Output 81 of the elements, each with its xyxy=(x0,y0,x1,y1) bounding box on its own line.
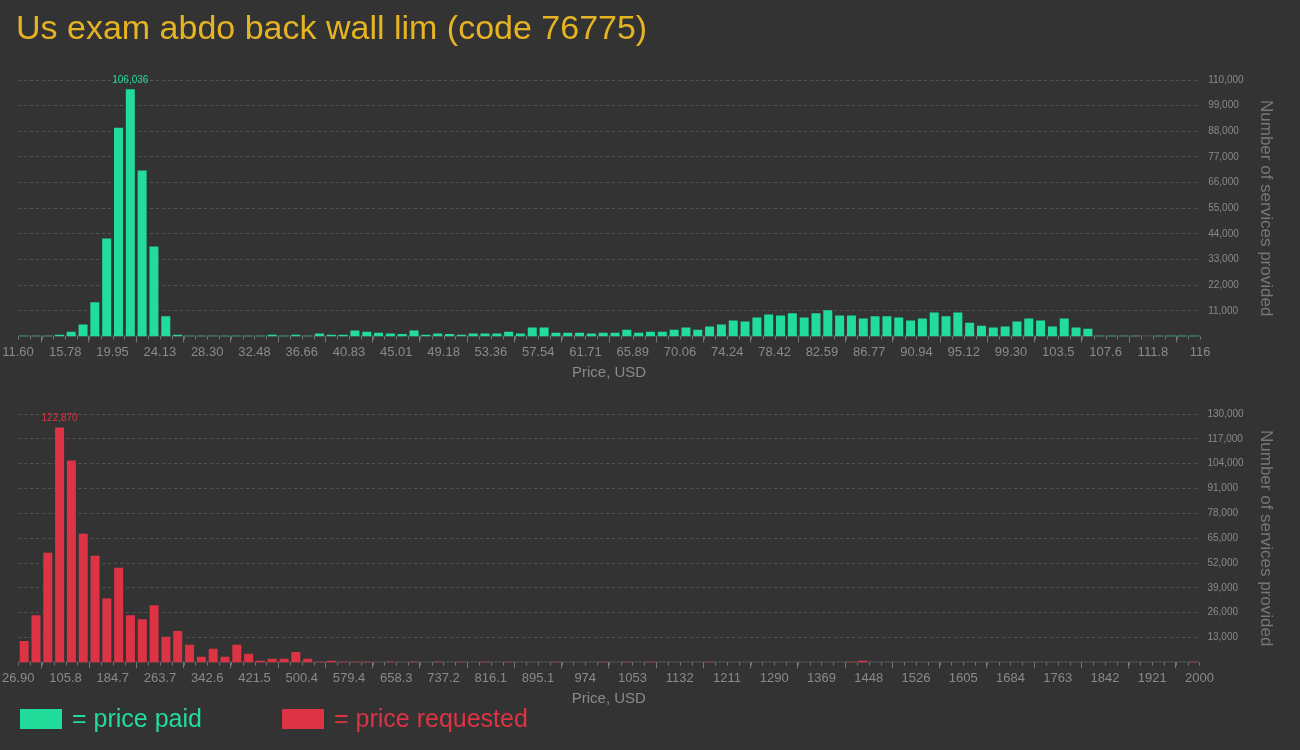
x-tick-label: 421.5 xyxy=(238,669,271,685)
x-tick-label: 895.1 xyxy=(521,669,555,685)
x-tick-label: 1053 xyxy=(618,669,647,685)
x-tick-label: 53.36 xyxy=(474,343,508,359)
x-tick-label: 103.5 xyxy=(1042,343,1075,359)
legend-label: = price paid xyxy=(72,704,202,733)
x-tick-label: 28.30 xyxy=(190,343,224,359)
y-axis-title: Number of services provided xyxy=(1257,100,1277,317)
y-tick-label: 130,000 xyxy=(1207,407,1245,419)
x-tick-label: 1211 xyxy=(712,669,741,685)
y-tick-label: 52,000 xyxy=(1207,556,1239,568)
x-tick-label: 24.13 xyxy=(143,343,177,359)
x-tick-label: 107.6 xyxy=(1089,343,1122,359)
x-tick-label: 32.48 xyxy=(238,343,271,359)
y-tick-label: 13,000 xyxy=(1207,631,1239,643)
y-tick-label: 66,000 xyxy=(1208,176,1240,188)
y-tick-label: 110,000 xyxy=(1208,73,1245,85)
x-tick-label: 1763 xyxy=(1043,669,1073,685)
y-tick-label: 11,000 xyxy=(1208,304,1239,316)
x-tick-label: 26.90 xyxy=(1,669,35,685)
x-tick-label: 1842 xyxy=(1090,669,1120,685)
x-tick-label: 1526 xyxy=(901,669,931,685)
x-tick-label: 1448 xyxy=(854,669,884,685)
x-tick-label: 184.7 xyxy=(96,669,130,685)
data-label: 106,036 xyxy=(112,73,149,85)
x-tick-label: 86.77 xyxy=(852,343,886,359)
x-tick-label: 658.3 xyxy=(379,669,413,685)
chart-title: Us exam abdo back wall lim (code 76775) xyxy=(16,8,648,47)
x-tick-label: 78.42 xyxy=(758,343,791,359)
x-tick-label: 1684 xyxy=(996,669,1025,685)
x-axis-title: Price, USD xyxy=(571,689,647,707)
y-tick-label: 117,000 xyxy=(1207,432,1244,444)
x-tick-label: 579.4 xyxy=(332,669,366,685)
x-tick-label: 82.59 xyxy=(805,343,839,359)
x-tick-label: 2000 xyxy=(1184,669,1214,685)
y-tick-label: 22,000 xyxy=(1208,278,1240,290)
x-tick-label: 36.66 xyxy=(285,343,318,359)
x-tick-label: 342.6 xyxy=(190,669,224,685)
x-axis-title: Price, USD xyxy=(572,363,647,381)
x-tick-label: 65.89 xyxy=(616,343,650,359)
y-tick-label: 26,000 xyxy=(1207,606,1239,618)
x-tick-label: 737.2 xyxy=(427,669,460,685)
x-tick-label: 1132 xyxy=(665,669,694,685)
x-tick-label: 70.06 xyxy=(663,343,697,359)
x-tick-label: 111.8 xyxy=(1137,343,1169,359)
x-tick-label: 1921 xyxy=(1137,669,1167,685)
x-tick-label: 11.60 xyxy=(2,343,34,359)
data-label: 122,870 xyxy=(41,412,79,424)
x-tick-label: 500.4 xyxy=(285,669,319,685)
legend-label: = price requested xyxy=(334,704,528,733)
y-tick-label: 88,000 xyxy=(1208,125,1240,137)
x-tick-label: 1290 xyxy=(759,669,789,685)
y-tick-label: 104,000 xyxy=(1207,457,1245,469)
y-tick-label: 33,000 xyxy=(1208,253,1240,265)
x-tick-label: 99.30 xyxy=(994,343,1028,359)
x-tick-label: 105.8 xyxy=(49,669,82,685)
x-tick-label: 40.83 xyxy=(332,343,366,359)
y-tick-label: 65,000 xyxy=(1207,531,1239,543)
x-tick-label: 90.94 xyxy=(900,343,933,359)
x-tick-label: 19.95 xyxy=(96,343,129,359)
x-tick-label: 116 xyxy=(1189,343,1211,359)
x-tick-label: 45.01 xyxy=(380,343,413,359)
x-tick-label: 95.12 xyxy=(947,343,981,359)
y-tick-label: 77,000 xyxy=(1208,150,1240,162)
y-tick-label: 99,000 xyxy=(1208,99,1240,111)
y-tick-label: 44,000 xyxy=(1208,227,1240,239)
x-tick-label: 57.54 xyxy=(521,343,555,359)
x-tick-label: 1605 xyxy=(948,669,978,685)
y-tick-label: 78,000 xyxy=(1207,507,1239,519)
x-tick-label: 15.78 xyxy=(49,343,82,359)
x-tick-label: 74.24 xyxy=(711,343,744,359)
x-tick-label: 974 xyxy=(574,669,597,685)
y-tick-label: 39,000 xyxy=(1207,581,1239,593)
y-axis-title: Number of services provided xyxy=(1257,430,1277,647)
x-tick-label: 816.1 xyxy=(474,669,508,685)
x-tick-label: 49.18 xyxy=(427,343,460,359)
y-tick-label: 91,000 xyxy=(1207,482,1239,494)
y-tick-label: 55,000 xyxy=(1208,201,1240,213)
x-tick-label: 1369 xyxy=(807,669,836,685)
x-tick-label: 263.7 xyxy=(143,669,177,685)
x-tick-label: 61.71 xyxy=(569,343,602,359)
